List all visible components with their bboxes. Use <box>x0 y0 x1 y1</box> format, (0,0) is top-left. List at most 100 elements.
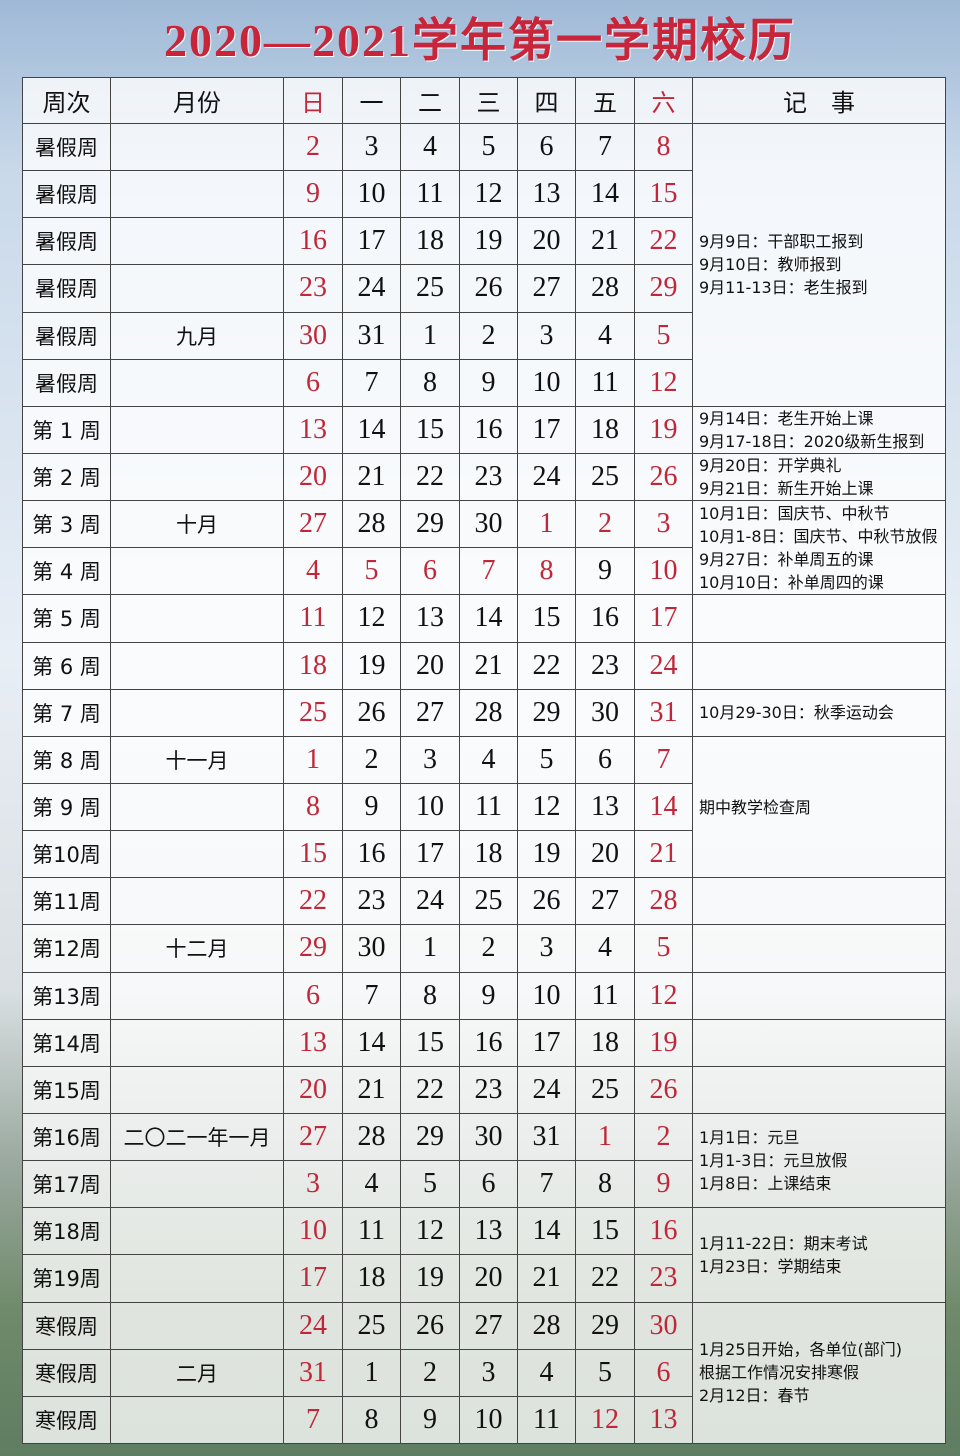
note-line: 10月10日：补单周四的课 <box>699 572 884 592</box>
day: 3 <box>400 735 460 784</box>
note-cell: 1月11-22日：期末考试 1月23日：学期结束 <box>692 1207 946 1303</box>
day: 18 <box>575 405 635 454</box>
day: 19 <box>459 217 518 266</box>
day: 15 <box>283 830 343 879</box>
calendar-table: 周次 月份日一二三四五六记 事暑假周 2 3 4 5 6 7 8 暑假周 9 10 11 12 13 14 15… <box>22 77 946 1444</box>
day: 14 <box>342 405 401 454</box>
day: 14 <box>459 594 518 643</box>
day: 13 <box>283 405 343 454</box>
day: 24 <box>517 1065 576 1114</box>
month-label <box>110 830 284 879</box>
day: 16 <box>634 1207 693 1256</box>
day: 20 <box>459 1254 518 1303</box>
day: 29 <box>400 500 460 549</box>
day: 29 <box>283 924 343 973</box>
month-label <box>110 971 284 1020</box>
day: 6 <box>283 971 343 1020</box>
day: 14 <box>634 783 693 832</box>
note: 1月11-22日：期末考试 1月23日：学期结束 <box>699 1232 868 1278</box>
day: 28 <box>634 877 693 926</box>
month-label: 十一月 <box>110 735 284 784</box>
day: 7 <box>634 735 693 784</box>
day: 22 <box>575 1254 635 1303</box>
day: 31 <box>283 1348 343 1397</box>
day: 11 <box>517 1395 576 1444</box>
day: 27 <box>575 877 635 926</box>
day: 28 <box>517 1301 576 1350</box>
day: 25 <box>459 877 518 926</box>
day: 21 <box>459 641 518 690</box>
day: 26 <box>634 453 693 502</box>
week-label: 第17周 <box>22 1160 111 1209</box>
day: 1 <box>283 735 343 784</box>
month-label <box>110 1018 284 1067</box>
day: 9 <box>634 1160 693 1209</box>
day: 3 <box>517 924 576 973</box>
day: 23 <box>459 1065 518 1114</box>
note-cell: 9月9日：干部职工报到 9月10日：教师报到 9月11-13日：老生报到 <box>692 123 946 407</box>
note-cell <box>692 594 946 643</box>
day: 13 <box>459 1207 518 1256</box>
day: 25 <box>400 264 460 313</box>
note-line: 9月11-13日：老生报到 <box>699 278 868 298</box>
month-label <box>110 1065 284 1114</box>
day: 30 <box>575 688 635 737</box>
note-line: 1月8日：上课结束 <box>699 1174 832 1194</box>
note-cell <box>692 1065 946 1114</box>
note-line: 9月21日：新生开始上课 <box>699 479 874 499</box>
day: 24 <box>517 453 576 502</box>
day: 11 <box>283 594 343 643</box>
day: 24 <box>400 877 460 926</box>
note-cell <box>692 971 946 1020</box>
day: 23 <box>459 453 518 502</box>
day: 26 <box>517 877 576 926</box>
day: 2 <box>459 924 518 973</box>
day: 10 <box>517 971 576 1020</box>
day: 26 <box>459 264 518 313</box>
note: 10月29-30日：秋季运动会 <box>699 701 894 724</box>
day: 20 <box>400 641 460 690</box>
day: 15 <box>575 1207 635 1256</box>
week-label: 寒假周 <box>22 1301 111 1350</box>
day: 13 <box>283 1018 343 1067</box>
day: 17 <box>517 405 576 454</box>
day: 19 <box>342 641 401 690</box>
day: 12 <box>342 594 401 643</box>
day: 2 <box>400 1348 460 1397</box>
day: 20 <box>283 1065 343 1114</box>
day: 4 <box>517 1348 576 1397</box>
day: 13 <box>575 783 635 832</box>
day: 17 <box>634 594 693 643</box>
day: 30 <box>342 924 401 973</box>
day: 24 <box>634 641 693 690</box>
day: 1 <box>575 1113 635 1162</box>
day: 8 <box>400 971 460 1020</box>
day: 9 <box>283 170 343 219</box>
week-label: 第10周 <box>22 830 111 879</box>
day: 15 <box>634 170 693 219</box>
day: 31 <box>342 311 401 360</box>
day: 21 <box>575 217 635 266</box>
day: 25 <box>283 688 343 737</box>
day: 14 <box>575 170 635 219</box>
day: 18 <box>575 1018 635 1067</box>
column-header: 周次 <box>22 77 111 124</box>
day: 7 <box>283 1395 343 1444</box>
day: 19 <box>634 405 693 454</box>
note-line: 1月23日：学期结束 <box>699 1256 842 1276</box>
day: 29 <box>400 1113 460 1162</box>
note-line: 9月17-18日：2020级新生报到 <box>699 431 925 451</box>
day: 20 <box>283 453 343 502</box>
month-label: 九月 <box>110 311 284 360</box>
day: 24 <box>342 264 401 313</box>
note-cell <box>692 641 946 690</box>
column-header: 二 <box>400 77 460 124</box>
week-label: 第 1 周 <box>22 405 111 454</box>
day: 3 <box>634 500 693 549</box>
note: 1月25日开始，各单位(部门) 根据工作情况安排寒假 2月12日：春节 <box>699 1338 902 1407</box>
day: 2 <box>634 1113 693 1162</box>
day: 14 <box>517 1207 576 1256</box>
month-label <box>110 1395 284 1444</box>
month-label <box>110 1301 284 1350</box>
day: 16 <box>342 830 401 879</box>
